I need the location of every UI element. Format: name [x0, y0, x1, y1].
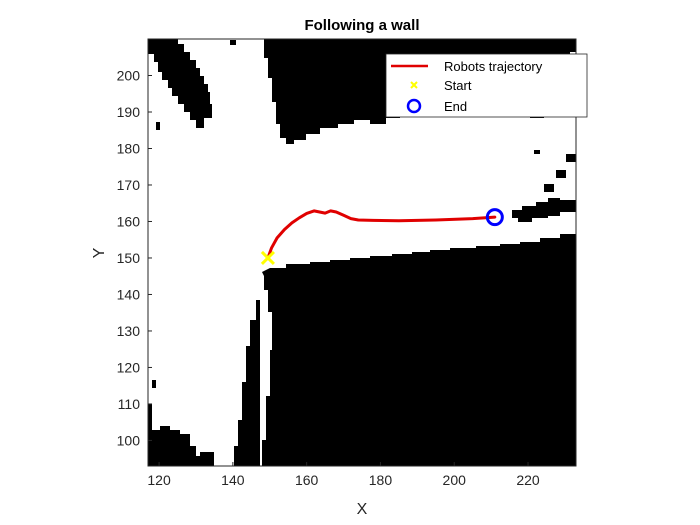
obstacle-right-upper: [512, 148, 576, 222]
x-axis-ticks: 120 140 160 180 200 220: [147, 462, 540, 488]
x-tick-label: 200: [443, 472, 467, 488]
occupancy-pixel: [534, 44, 542, 50]
y-tick-label: 140: [117, 286, 141, 302]
chart-title: Following a wall: [304, 17, 419, 34]
y-tick-label: 100: [117, 432, 141, 448]
y-tick-label: 150: [117, 250, 141, 266]
y-tick-label: 160: [117, 213, 141, 229]
trajectory-line: [266, 209, 497, 260]
y-tick-label: 110: [118, 396, 141, 412]
legend-x-marker-icon: [410, 81, 418, 89]
occupancy-pixel: [480, 42, 490, 48]
obstacle-top-left: [148, 39, 212, 128]
legend-label-start: Start: [444, 78, 472, 93]
x-axis-label: X: [357, 501, 368, 518]
start-marker: [260, 250, 275, 266]
occupancy-pixel: [156, 122, 160, 130]
y-tick-label: 200: [117, 67, 141, 83]
y-tick-label: 170: [117, 177, 141, 193]
axes-box: [147, 38, 577, 467]
y-axis-ticks: 100 110 120 130 140 150 160 170 180 190 200: [117, 67, 152, 448]
x-tick-label: 180: [369, 472, 393, 488]
series-layer: [260, 208, 504, 266]
x-tick-label: 140: [221, 472, 245, 488]
y-tick-label: 190: [117, 104, 141, 120]
obstacle-bottom-right: [262, 234, 576, 466]
occupancy-pixel: [230, 40, 236, 45]
obstacle-bottom-left-pocket: [148, 404, 214, 466]
legend-circle-marker-icon: [406, 98, 422, 114]
obstacle-bottom-left-strip: [234, 300, 260, 466]
legend: Robots trajectory Start End: [385, 53, 588, 118]
y-tick-label: 130: [117, 323, 141, 339]
y-tick-label: 120: [117, 359, 141, 375]
occupancy-pixel: [152, 380, 156, 388]
obstacle-right-specks: [544, 154, 576, 192]
occupancy-pixel: [406, 264, 412, 268]
y-axis-label: Y: [91, 247, 108, 258]
occupancy-pixel: [534, 150, 540, 154]
occupancy-pixel: [298, 288, 306, 296]
end-marker: [485, 208, 504, 227]
occupancy-pixel: [566, 250, 572, 256]
legend-label-trajectory: Robots trajectory: [444, 59, 543, 74]
x-tick-label: 220: [516, 472, 540, 488]
x-tick-label: 120: [147, 472, 171, 488]
x-tick-label: 160: [295, 472, 319, 488]
legend-label-end: End: [444, 99, 467, 114]
y-tick-label: 180: [117, 140, 141, 156]
